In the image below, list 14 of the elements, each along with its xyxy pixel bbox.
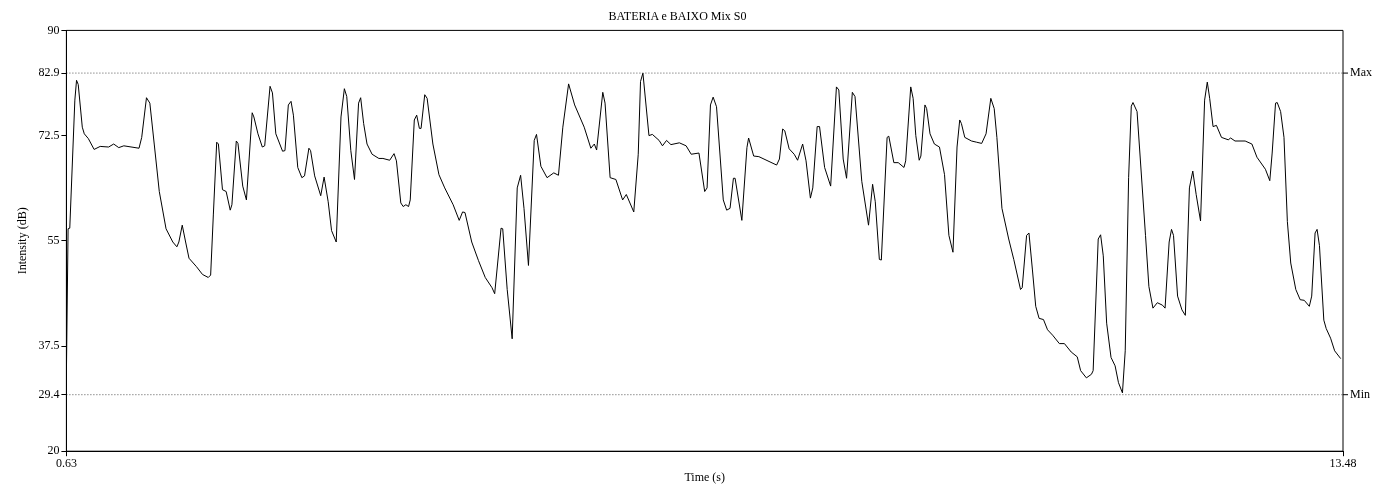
y-tick-label: 29.4: [38, 386, 60, 401]
y-tick-label: 90: [47, 22, 60, 37]
y-tick-label: 55: [47, 232, 60, 247]
ref-line-label: Max: [1350, 65, 1372, 80]
x-tick-label: 13.48: [1329, 455, 1357, 470]
y-axis-title: Intensity (dB): [15, 207, 30, 275]
x-axis-title: Time (s): [684, 469, 725, 484]
y-tick-label: 20: [47, 443, 60, 458]
ref-line-label: Min: [1350, 386, 1371, 401]
y-tick-label: 72.5: [38, 127, 60, 142]
y-tick-label: 82.9: [38, 65, 60, 80]
chart-title: BATERIA e BAIXO Mix S0: [608, 9, 747, 24]
x-tick-label: 0.63: [55, 455, 77, 470]
y-tick-label: 37.5: [38, 338, 60, 353]
